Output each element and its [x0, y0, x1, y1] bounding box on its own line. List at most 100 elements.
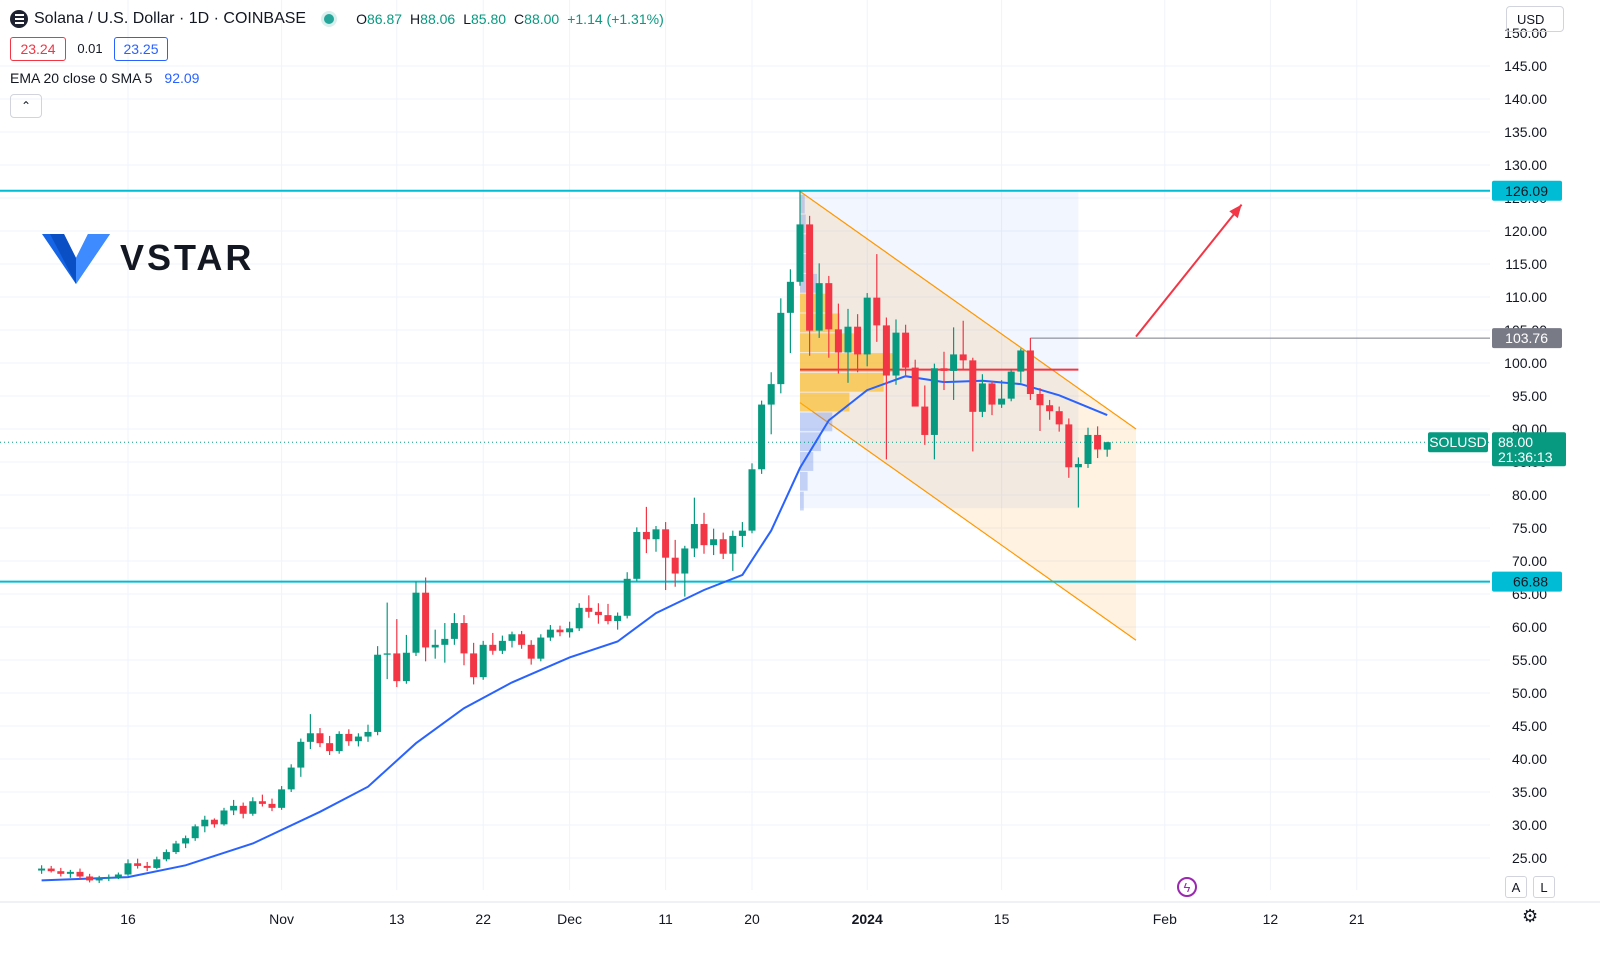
ohlc-values: O86.87 H88.06 L85.80 C88.00 +1.14 (+1.31…: [356, 11, 664, 27]
candle-body: [153, 859, 161, 868]
candle-body: [258, 801, 266, 804]
price-tick-label: 45.00: [1512, 718, 1547, 734]
ohlc-low-value: 85.80: [471, 11, 507, 27]
candle-body: [978, 383, 986, 412]
candle: [441, 623, 449, 663]
candle-body: [105, 877, 113, 879]
sell-button[interactable]: 23.24: [10, 37, 66, 61]
candlestick-series: [38, 190, 1111, 884]
candle: [153, 856, 161, 870]
candle-body: [738, 530, 746, 536]
last-price-label: 88.00: [1498, 434, 1533, 450]
price-tick-label: 40.00: [1512, 751, 1547, 767]
time-tick-label: 2024: [852, 911, 883, 927]
level-price-label: 126.09: [1505, 183, 1548, 199]
ohlc-high-value: 88.06: [420, 11, 456, 27]
candle: [162, 849, 170, 862]
price-tick-label: 30.00: [1512, 817, 1547, 833]
symbol-title[interactable]: Solana / U.S. Dollar · 1D · COINBASE: [34, 10, 307, 27]
indicator-legend[interactable]: EMA 20 close 0 SMA 5 92.09: [10, 70, 199, 86]
spread-value: 0.01: [77, 40, 103, 56]
channel-fill: [800, 191, 1136, 641]
candle-body: [249, 801, 257, 814]
candle: [412, 581, 420, 657]
time-tick-label: 12: [1263, 911, 1279, 927]
candle-body: [652, 529, 660, 540]
time-axis[interactable]: 16 Nov 13 22 Dec 11 20 2024 15 Feb 12 21: [0, 901, 1600, 927]
candle: [470, 642, 478, 685]
log-scale-button[interactable]: L: [1533, 876, 1555, 898]
candle-body: [287, 767, 295, 790]
candle-body: [345, 733, 353, 742]
candle-body: [306, 733, 314, 742]
candle-body: [1094, 434, 1102, 450]
candle-body: [546, 629, 554, 638]
candle: [297, 738, 305, 777]
candle-body: [969, 360, 977, 412]
candle-body: [297, 741, 305, 768]
candle-body: [537, 637, 545, 659]
candle: [614, 612, 622, 630]
candle: [633, 527, 641, 582]
candle: [892, 319, 900, 385]
price-tick-label: 120.00: [1504, 223, 1547, 239]
currency-select[interactable]: USD: [1506, 6, 1564, 32]
candle: [364, 724, 372, 742]
lightning-event-icon[interactable]: ϟ: [1177, 877, 1197, 897]
candle: [1055, 406, 1063, 432]
candle: [604, 603, 612, 625]
bullish-arrow-head: [1229, 204, 1242, 219]
settings-gear-icon[interactable]: ⚙: [1522, 906, 1539, 926]
candle-body: [719, 539, 727, 554]
vstar-logo-text: VSTAR: [120, 237, 255, 278]
candle-body: [172, 843, 180, 853]
candle-body: [834, 329, 842, 353]
candle: [863, 293, 871, 367]
price-tick-label: 25.00: [1512, 850, 1547, 866]
time-tick-label: Feb: [1153, 911, 1177, 927]
symbol-tag: [1428, 432, 1488, 453]
buy-button[interactable]: 23.25: [114, 37, 168, 61]
candle: [201, 815, 209, 833]
candle-body: [1055, 411, 1063, 425]
volume-profile-bar: [800, 234, 808, 254]
candle-body: [758, 404, 766, 470]
candle-body: [882, 325, 890, 376]
candle: [95, 875, 103, 884]
time-tick-label: 11: [658, 911, 673, 927]
collapse-legend-button[interactable]: ⌃: [10, 94, 42, 118]
candle: [710, 528, 718, 556]
time-tick-label: Nov: [269, 911, 294, 927]
candle-body: [393, 653, 401, 682]
time-tick-label: 16: [120, 911, 136, 927]
candle-body: [239, 805, 247, 814]
candle-body: [1103, 442, 1111, 450]
price-axis-bg: [1490, 0, 1600, 953]
auto-scale-button[interactable]: A: [1505, 876, 1527, 898]
candle-body: [422, 592, 430, 648]
candle: [422, 577, 430, 662]
candle: [652, 526, 660, 552]
price-axis[interactable]: 25.00 30.00 35.00 40.00 45.00 50.00 55.00 60.00…: [1428, 0, 1600, 953]
candle-body: [566, 628, 574, 633]
candle: [220, 807, 228, 826]
candle-body: [518, 634, 526, 645]
candle-body: [911, 367, 919, 407]
symbol-header[interactable]: Solana / U.S. Dollar · 1D · COINBASE O86…: [10, 8, 664, 30]
candle: [690, 497, 698, 558]
candle-body: [1046, 405, 1054, 412]
ohlc-close-value: 88.00: [524, 11, 560, 27]
drawing-zones: [799, 190, 1137, 641]
ohlc-low-key: L: [463, 11, 471, 27]
candle: [911, 359, 919, 407]
candle-body: [450, 623, 458, 639]
candle: [210, 818, 218, 828]
candle: [57, 867, 65, 877]
candle-body: [585, 607, 593, 612]
candle: [796, 190, 804, 286]
price-tick-label: 150.00: [1504, 25, 1547, 41]
candle-body: [182, 838, 190, 844]
candle-body: [220, 810, 228, 825]
candle: [124, 859, 132, 876]
